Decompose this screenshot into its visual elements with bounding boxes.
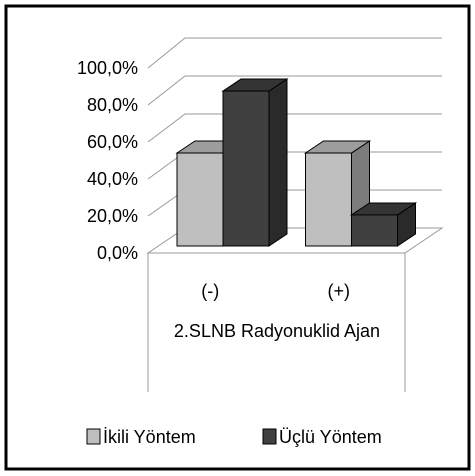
y-tick-label: 40,0% (87, 169, 138, 189)
legend-swatch (86, 428, 101, 445)
bar (349, 202, 418, 247)
bar (221, 78, 289, 247)
group-label: 2.SLNB Radyonuklid Ajan (173, 321, 381, 341)
y-tick-label: 60,0% (87, 132, 138, 152)
grid-line (147, 75, 442, 106)
grid-line (147, 37, 442, 69)
legend-label: Üçlü Yöntem (279, 427, 382, 447)
legend-label: İkili Yöntem (103, 427, 196, 447)
legend-swatch (262, 428, 277, 445)
x-tick-label: (+) (328, 281, 351, 301)
frame (4, 4, 471, 471)
bar-front (351, 214, 398, 247)
grid-line (147, 113, 442, 143)
bar-front (305, 152, 352, 247)
floor (146, 227, 444, 254)
y-tick-label: 100,0% (77, 58, 138, 78)
y-tick-label: 0,0% (97, 243, 138, 263)
x-tick-label: (-) (201, 281, 219, 301)
y-tick-label: 80,0% (87, 95, 138, 115)
bar-front (222, 90, 270, 247)
bar-front (176, 152, 224, 247)
bar-side (268, 78, 288, 247)
y-tick-label: 20,0% (87, 206, 138, 226)
